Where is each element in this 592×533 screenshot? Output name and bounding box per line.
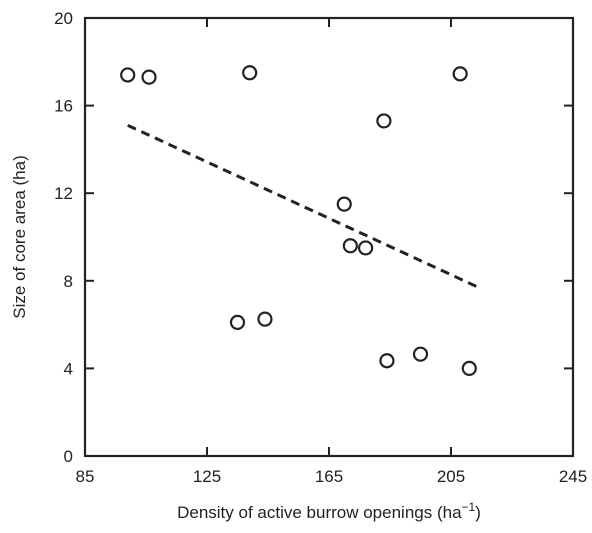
y-tick-label: 20 bbox=[54, 9, 73, 28]
data-marks bbox=[120, 65, 480, 376]
data-point bbox=[342, 238, 358, 254]
plot-frame bbox=[83, 16, 575, 458]
y-tick-label: 4 bbox=[64, 359, 73, 378]
y-tick-label: 8 bbox=[64, 272, 73, 291]
trend-line bbox=[127, 123, 480, 289]
data-point bbox=[452, 66, 468, 82]
y-tick-label: 12 bbox=[54, 184, 73, 203]
x-axis-label-superscript: −1 bbox=[462, 500, 476, 514]
y-tick-label: 16 bbox=[54, 97, 73, 116]
data-point bbox=[141, 69, 157, 85]
x-axis-label-main: Density of active burrow openings (ha bbox=[177, 503, 462, 522]
x-tick-label: 165 bbox=[315, 467, 343, 486]
y-axis-label: Size of core area (ha) bbox=[10, 155, 29, 318]
data-point bbox=[336, 196, 352, 212]
x-axis-label: Density of active burrow openings (ha−1) bbox=[177, 500, 481, 522]
x-tick-label: 245 bbox=[559, 467, 587, 486]
data-point bbox=[461, 360, 477, 376]
data-point bbox=[376, 113, 392, 129]
data-point bbox=[379, 353, 395, 369]
data-point bbox=[358, 240, 374, 256]
data-point bbox=[229, 314, 246, 331]
y-tick-label: 0 bbox=[64, 447, 73, 466]
x-tick-label: 125 bbox=[193, 467, 221, 486]
data-point bbox=[120, 67, 136, 83]
x-axis-label-end: ) bbox=[475, 503, 481, 522]
axis-ticks bbox=[84, 17, 574, 457]
x-tick-label: 85 bbox=[76, 467, 95, 486]
data-point bbox=[242, 65, 258, 81]
x-tick-label: 205 bbox=[437, 467, 465, 486]
tick-labels: 85 125 165 205 245 0 4 8 12 16 20 bbox=[54, 9, 587, 486]
data-point bbox=[257, 311, 273, 327]
data-point bbox=[412, 346, 429, 362]
